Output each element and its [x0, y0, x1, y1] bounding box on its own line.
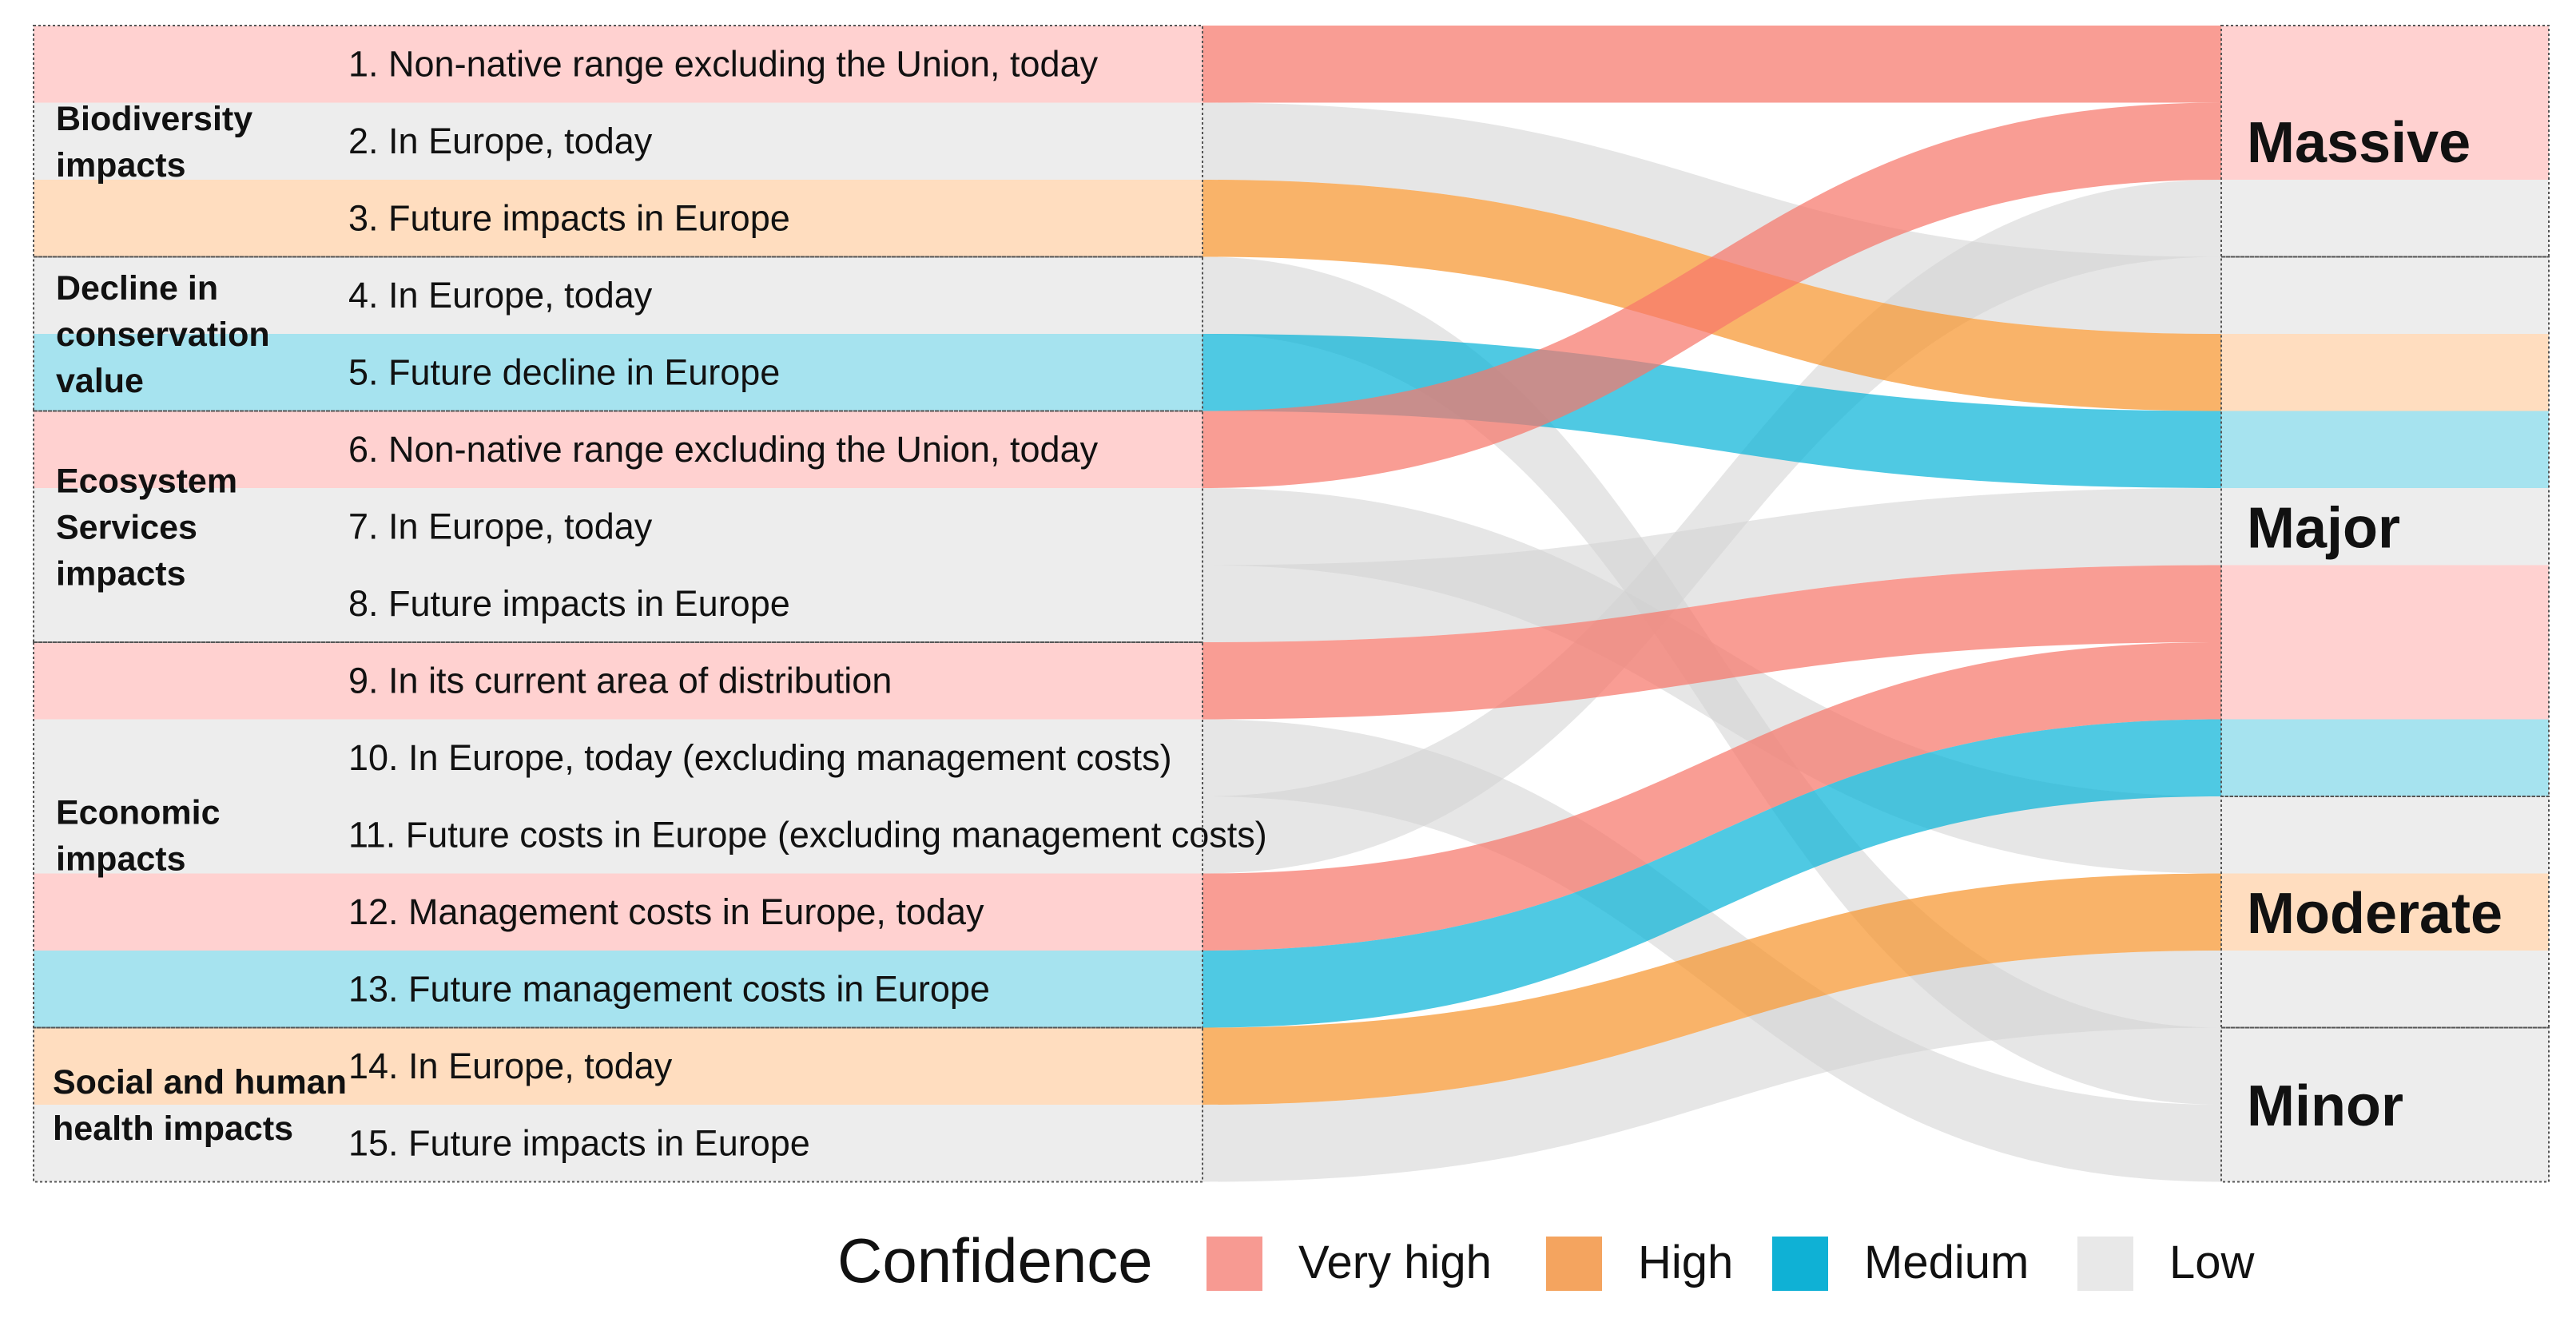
row-label: 15. Future impacts in Europe: [348, 1122, 810, 1163]
target-slot: [2221, 796, 2549, 874]
row-band: [34, 180, 1203, 257]
group-label: impacts: [56, 554, 186, 593]
legend-swatch-very-high: [1207, 1237, 1262, 1291]
row-label: 2. In Europe, today: [348, 121, 653, 161]
target-slot: [2221, 951, 2549, 1028]
target-box-moderate: [2220, 796, 2550, 1029]
row-label: 12. Management costs in Europe, today: [348, 891, 984, 932]
row-band: [34, 1105, 1203, 1182]
row-band: [34, 719, 1203, 796]
row-band: [34, 565, 1203, 642]
row-label: 11. Future costs in Europe (excluding ma…: [348, 814, 1267, 855]
flow-5: [1203, 334, 2221, 488]
row-band: [34, 102, 1203, 180]
group-label: Decline in: [56, 269, 218, 308]
legend-title: Confidence: [837, 1225, 1153, 1296]
target-slot: [2221, 411, 2549, 488]
target-box-minor: [2220, 1026, 2550, 1183]
legend: Confidence Very high High Medium Low: [837, 1225, 2256, 1296]
target-label-moderate: Moderate: [2247, 882, 2502, 946]
group-label: Ecosystem: [56, 462, 237, 500]
legend-swatch-low: [2077, 1237, 2133, 1291]
legend-label-high: High: [1638, 1237, 1733, 1288]
row-band: [34, 256, 1203, 334]
legend-label-medium: Medium: [1864, 1237, 2029, 1288]
group-label: impacts: [56, 840, 186, 878]
flow-1: [1203, 26, 2221, 103]
flow-14: [1203, 873, 2221, 1105]
target-slot: [2221, 1027, 2549, 1105]
row-band: [34, 951, 1203, 1028]
borders: [33, 25, 2550, 1183]
group-label: Social and human: [53, 1063, 347, 1102]
flow-9: [1203, 565, 2221, 720]
row-label: 8. Future impacts in Europe: [348, 583, 790, 624]
right-bands: [2221, 26, 2549, 1182]
flow-11: [1203, 180, 2221, 874]
target-slot: [2221, 334, 2549, 411]
target-slot: [2221, 180, 2549, 257]
target-label-massive: Massive: [2247, 111, 2471, 175]
group-labels: Biodiversity impacts Decline in conservatio…: [53, 100, 347, 1148]
row-band: [34, 26, 1203, 103]
target-label-major: Major: [2247, 496, 2400, 560]
flow-13: [1203, 719, 2221, 1028]
row-label: 14. In Europe, today: [348, 1046, 673, 1086]
target-slot: [2221, 719, 2549, 796]
target-slot: [2221, 488, 2549, 566]
row-label: 6. Non-native range excluding the Union,…: [348, 429, 1099, 470]
group-label: Services: [56, 508, 197, 546]
group-label: Biodiversity: [56, 100, 252, 138]
group-label: health impacts: [53, 1110, 293, 1148]
row-band: [34, 488, 1203, 566]
flows: [1203, 26, 2221, 1182]
row-band: [34, 873, 1203, 951]
group-box: [33, 641, 1203, 1029]
target-slot: [2221, 26, 2549, 103]
row-label: 4. In Europe, today: [348, 275, 653, 316]
group-label: Economic: [56, 793, 221, 832]
target-labels: Massive Major Moderate Minor: [2247, 111, 2502, 1138]
row-band: [34, 1027, 1203, 1105]
group-label: impacts: [56, 146, 186, 185]
legend-label-very-high: Very high: [1298, 1237, 1492, 1288]
row-band: [34, 642, 1203, 720]
row-label: 1. Non-native range excluding the Union,…: [348, 43, 1099, 84]
row-band: [34, 796, 1203, 874]
legend-label-low: Low: [2169, 1237, 2256, 1288]
row-band: [34, 411, 1203, 488]
target-slot: [2221, 873, 2549, 951]
flow-12: [1203, 642, 2221, 951]
row-label: 9. In its current area of distribution: [348, 660, 892, 701]
group-label: value: [56, 362, 144, 400]
group-box: [33, 410, 1203, 643]
row-label: 7. In Europe, today: [348, 506, 653, 546]
target-label-minor: Minor: [2247, 1074, 2403, 1138]
row-label: 13. Future management costs in Europe: [348, 968, 990, 1009]
target-slot: [2221, 1105, 2549, 1182]
target-slot: [2221, 565, 2549, 642]
group-box: [33, 25, 1203, 258]
row-label: 5. Future decline in Europe: [348, 351, 780, 392]
target-slot: [2221, 642, 2549, 720]
target-box-massive: [2220, 25, 2550, 258]
target-slot: [2221, 256, 2549, 334]
legend-swatch-medium: [1772, 1237, 1828, 1291]
flow-15: [1203, 951, 2221, 1182]
group-label: conservation: [56, 316, 270, 354]
row-label: 3. Future impacts in Europe: [348, 197, 790, 238]
target-slot: [2221, 102, 2549, 180]
row-band: [34, 334, 1203, 411]
item-labels: 1. Non-native range excluding the Union,…: [348, 43, 1267, 1163]
row-label: 10. In Europe, today (excluding manageme…: [348, 737, 1172, 778]
flow-6: [1203, 102, 2221, 488]
left-bands: [34, 26, 1203, 1182]
legend-swatch-high: [1546, 1237, 1602, 1291]
